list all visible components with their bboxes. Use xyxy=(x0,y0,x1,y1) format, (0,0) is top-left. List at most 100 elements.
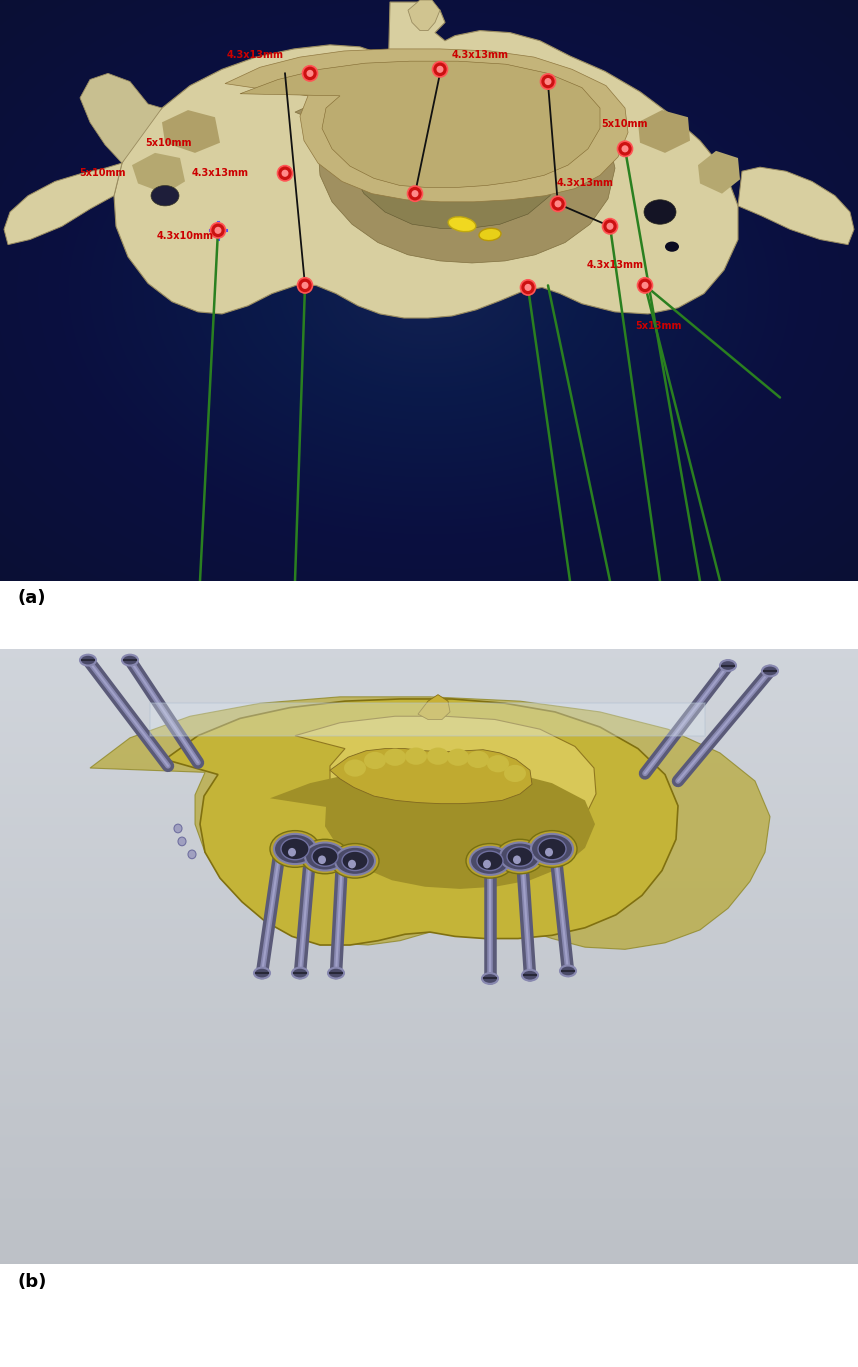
Ellipse shape xyxy=(504,764,526,782)
Ellipse shape xyxy=(122,655,138,666)
Ellipse shape xyxy=(292,968,308,979)
Polygon shape xyxy=(295,716,596,857)
Text: 4.3x13mm: 4.3x13mm xyxy=(557,179,613,189)
Ellipse shape xyxy=(644,200,676,224)
Ellipse shape xyxy=(482,973,498,984)
Polygon shape xyxy=(240,62,600,187)
Ellipse shape xyxy=(335,846,375,875)
Text: 5x10mm: 5x10mm xyxy=(79,168,125,178)
Ellipse shape xyxy=(665,242,679,252)
Polygon shape xyxy=(330,749,532,804)
Ellipse shape xyxy=(467,750,489,768)
Ellipse shape xyxy=(762,666,778,677)
Circle shape xyxy=(513,856,521,864)
Polygon shape xyxy=(295,82,615,262)
Ellipse shape xyxy=(301,839,349,874)
Circle shape xyxy=(408,186,422,201)
Text: 5x10mm: 5x10mm xyxy=(601,119,649,130)
Ellipse shape xyxy=(254,968,270,979)
Circle shape xyxy=(298,278,312,293)
Circle shape xyxy=(178,837,186,846)
Ellipse shape xyxy=(720,660,736,671)
Circle shape xyxy=(483,860,491,868)
Circle shape xyxy=(348,860,356,868)
Polygon shape xyxy=(738,167,854,245)
Circle shape xyxy=(432,62,448,77)
Text: 5x10mm: 5x10mm xyxy=(145,138,191,148)
Ellipse shape xyxy=(312,846,338,867)
Circle shape xyxy=(524,284,531,291)
Ellipse shape xyxy=(500,842,540,871)
Ellipse shape xyxy=(487,755,509,772)
Circle shape xyxy=(288,848,296,857)
Circle shape xyxy=(303,66,317,81)
Circle shape xyxy=(281,170,288,176)
Polygon shape xyxy=(132,153,185,194)
Ellipse shape xyxy=(427,748,449,764)
Polygon shape xyxy=(270,768,595,889)
Ellipse shape xyxy=(527,831,577,867)
Text: 4.3x13mm: 4.3x13mm xyxy=(191,168,249,178)
Polygon shape xyxy=(150,703,705,735)
Circle shape xyxy=(607,223,613,230)
Polygon shape xyxy=(4,163,122,245)
Ellipse shape xyxy=(80,655,96,666)
Polygon shape xyxy=(165,699,678,945)
Polygon shape xyxy=(225,49,628,202)
Polygon shape xyxy=(162,111,220,153)
Ellipse shape xyxy=(507,846,533,867)
Ellipse shape xyxy=(270,831,320,867)
Ellipse shape xyxy=(364,752,386,770)
Circle shape xyxy=(188,850,196,858)
Ellipse shape xyxy=(151,186,179,206)
Circle shape xyxy=(545,78,552,85)
Circle shape xyxy=(301,282,309,288)
Circle shape xyxy=(551,197,565,212)
Circle shape xyxy=(545,848,553,857)
Ellipse shape xyxy=(479,228,501,241)
Circle shape xyxy=(318,856,326,864)
Ellipse shape xyxy=(384,749,406,766)
Polygon shape xyxy=(418,694,450,719)
Ellipse shape xyxy=(328,968,344,979)
Polygon shape xyxy=(638,111,690,153)
Polygon shape xyxy=(340,108,562,228)
Text: 4.3x13mm: 4.3x13mm xyxy=(587,260,644,271)
Ellipse shape xyxy=(281,838,309,860)
Ellipse shape xyxy=(470,846,510,875)
Circle shape xyxy=(621,145,629,152)
Ellipse shape xyxy=(331,843,379,878)
Text: (a): (a) xyxy=(17,589,45,607)
Ellipse shape xyxy=(447,749,469,766)
Ellipse shape xyxy=(342,852,368,871)
Ellipse shape xyxy=(522,969,538,980)
Polygon shape xyxy=(408,0,440,30)
Ellipse shape xyxy=(560,965,576,976)
Circle shape xyxy=(554,201,561,208)
Text: 4.3x13mm: 4.3x13mm xyxy=(227,51,283,60)
Circle shape xyxy=(642,282,649,288)
Ellipse shape xyxy=(305,842,345,871)
Circle shape xyxy=(277,165,293,180)
Circle shape xyxy=(412,190,419,197)
Ellipse shape xyxy=(477,852,503,871)
Polygon shape xyxy=(80,74,162,163)
Text: 4.3x10mm: 4.3x10mm xyxy=(156,231,214,242)
Ellipse shape xyxy=(538,838,566,860)
Circle shape xyxy=(437,66,444,72)
Circle shape xyxy=(306,70,313,77)
Circle shape xyxy=(521,280,535,295)
Ellipse shape xyxy=(531,834,573,864)
Circle shape xyxy=(637,278,652,293)
Text: 5x13mm: 5x13mm xyxy=(635,321,681,331)
Polygon shape xyxy=(114,1,738,319)
Circle shape xyxy=(602,219,618,234)
Ellipse shape xyxy=(344,760,366,776)
Ellipse shape xyxy=(405,748,427,764)
Circle shape xyxy=(541,74,555,89)
Ellipse shape xyxy=(448,217,476,231)
Ellipse shape xyxy=(466,843,514,878)
Text: (b): (b) xyxy=(17,1273,46,1290)
Circle shape xyxy=(174,824,182,833)
Polygon shape xyxy=(698,150,740,194)
